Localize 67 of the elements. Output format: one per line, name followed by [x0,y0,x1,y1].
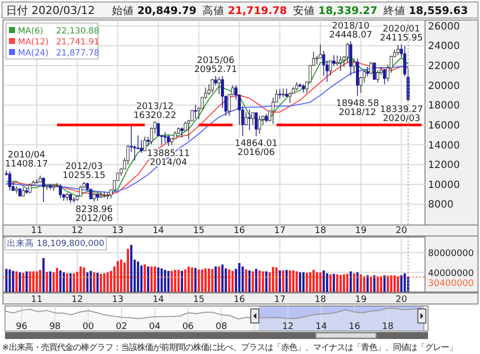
legend-label: MA(24) [18,48,49,58]
x-tick-label: 06 [182,322,194,332]
annotation: 18948.58 2018/12 [336,98,380,118]
y-tick-label: 20000 [428,80,460,92]
y-tick-label: 14000 [428,140,460,152]
annotation: 2012/03 10255.15 [62,162,106,181]
annotation: 18339.27 2020/03 [380,104,423,124]
text: 始値 20,849.79 [112,5,196,17]
x-tick-label: 04 [149,322,161,332]
x-tick-label: 12 [72,295,83,305]
y-tick-label: 8000 [428,200,454,211]
legend-label: MA(6) [18,26,44,36]
text: 安値 18,339.27 [292,4,378,17]
y-tick-label: 16000 [428,120,460,132]
x-tick-label: 98 [49,322,61,332]
annotation: 2018/10 24448.07 [329,21,372,40]
x-tick-label: 08 [216,322,228,332]
annotation: 8238.96 2012/06 [75,204,114,224]
x-tick-label: 11 [31,226,42,236]
x-tick-label: 14 [315,322,328,332]
annotation: 2010/04 11408.17 [5,150,48,170]
x-tick-label: 02 [116,322,128,332]
annotation: 2020/01 24115.95 [380,24,423,44]
text: 終値 18,559.63 [382,5,468,17]
x-tick-label: 16 [348,322,360,332]
x-tick-label: 14 [152,295,164,305]
annotation: 2015/06 20952.71 [194,56,238,75]
y-tick-label: 26000 [428,21,460,32]
x-tick-label: 17 [274,226,286,236]
x-tick-label: 18 [382,322,394,332]
x-tick-label: 13 [112,226,124,236]
y-tick-label: 12000 [428,160,460,172]
x-tick-label: 19 [355,295,367,305]
x-tick-label: 00 [82,322,94,332]
annotation: 22,130.88 [56,26,100,36]
annotation: 出来高 18,109,800,000 [7,238,104,249]
x-tick-label: 18 [314,226,326,236]
legend-label: MA(12) [18,38,49,48]
x-tick-label: 16 [234,226,246,236]
x-tick-label: 96 [16,322,28,332]
text: 高値 21,719.78 [202,4,287,17]
x-tick-label: 18 [314,295,326,305]
x-tick-label: 12 [282,322,294,332]
y-tick-label: 22000 [428,61,460,72]
chart-title: 日付 2020/03/12 [6,4,95,17]
y-tick-label: 80000000 [428,249,474,260]
x-tick-label: 20 [396,295,408,305]
x-tick-label: 20 [396,226,408,236]
x-tick-label: 11 [31,295,42,305]
x-tick-label: 13 [112,295,124,305]
annotation: 21,741.91 [56,38,100,48]
x-tick-label: 17 [274,295,286,305]
y-tick-label: 40000000 [428,268,474,279]
y-tick-label: 24000 [428,41,460,52]
annotation: 21,877.78 [56,48,100,58]
annotation: 2013/12 16320.22 [133,102,176,121]
x-tick-label: 19 [355,226,367,236]
annotation: 14864.01 2016/06 [234,139,278,158]
text: ※出来高・売買代金の棒グラフ：当該株価が前期間の株価に比べ、プラスは「赤色」、マイナスは「青色」、同値は「グレー」 [2,342,458,352]
x-tick-label: 12 [72,226,83,236]
ref-line-label: 30400000 [428,279,474,290]
y-tick-label: 18000 [428,100,460,112]
x-tick-label: 15 [193,226,205,236]
x-tick-label: 14 [152,226,164,236]
x-tick-label: 15 [193,295,205,305]
y-tick-label: 10000 [428,180,460,191]
x-tick-label: 16 [234,295,246,305]
